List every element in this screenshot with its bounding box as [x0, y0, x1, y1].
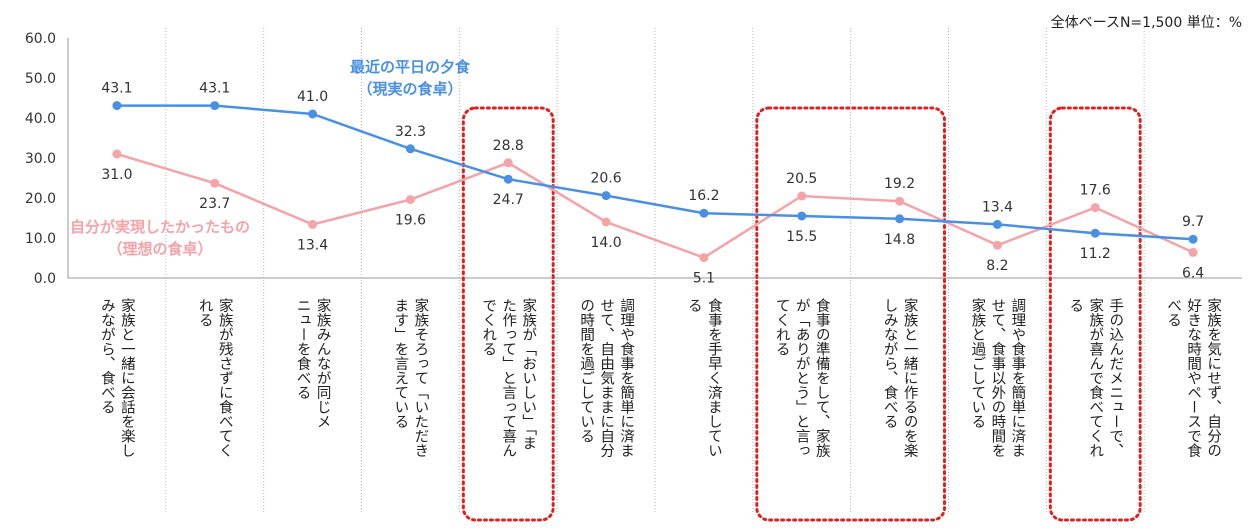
series-name-actual: （現実の食卓） — [357, 80, 462, 98]
data-label: 23.7 — [199, 196, 230, 212]
data-point-ideal — [895, 196, 905, 206]
y-tick-label: 40.0 — [25, 111, 56, 127]
data-point-actual — [895, 214, 905, 224]
data-point-actual — [405, 144, 415, 154]
data-label: 13.4 — [297, 237, 328, 253]
x-tick-label: 家族そろって「いただき — [412, 298, 428, 458]
data-point-actual — [1090, 228, 1100, 238]
data-point-actual — [1188, 234, 1198, 244]
x-tick-label: が「ありがとう」と言っ — [794, 298, 810, 458]
y-tick-label: 50.0 — [25, 71, 56, 87]
data-label: 14.0 — [590, 235, 621, 251]
data-point-ideal — [992, 240, 1002, 250]
series-line-actual — [116, 104, 1194, 241]
data-label: 31.0 — [101, 167, 132, 183]
data-label: 28.8 — [493, 138, 524, 154]
data-point-actual — [699, 208, 709, 218]
data-point-ideal — [699, 253, 709, 263]
x-tick-label: 手の込んだメニューで、 — [1107, 298, 1123, 458]
x-tick-label: る — [1067, 298, 1083, 313]
series-line-ideal — [116, 152, 1194, 259]
x-tick-label: 家族と一緒に作るのを楽 — [902, 298, 918, 458]
x-tick-label: みながら、食べる — [99, 298, 115, 414]
data-label: 6.4 — [1182, 265, 1204, 281]
data-label: 19.6 — [395, 213, 426, 229]
data-label: 17.6 — [1080, 183, 1111, 199]
x-tick-label: 家族みんなが同じメ — [315, 298, 331, 429]
data-point-ideal — [503, 158, 513, 168]
y-tick-label: 30.0 — [25, 151, 56, 167]
x-tick-label: 家族と一緒に会話を楽し — [119, 298, 135, 458]
series-name-ideal: 自分が実現したかったもの — [70, 218, 250, 236]
data-label: 41.0 — [297, 89, 328, 105]
highlight-box — [1048, 106, 1142, 522]
x-tick-label: 好きな時間やペースで食 — [1185, 298, 1201, 458]
y-tick-label: 10.0 — [25, 231, 56, 247]
x-tick-label: せて、自由気ままに自分 — [598, 298, 614, 459]
data-label: 8.2 — [986, 258, 1008, 274]
data-label: 16.2 — [688, 188, 719, 204]
data-point-ideal — [1090, 203, 1100, 213]
data-label: 11.2 — [1080, 246, 1111, 262]
data-label: 32.3 — [395, 124, 426, 140]
data-point-ideal — [601, 217, 611, 227]
data-point-ideal — [1188, 247, 1198, 257]
y-tick-label: 0.0 — [34, 271, 56, 287]
x-tick-label: 家族と過ごしている — [969, 298, 985, 429]
data-point-actual — [112, 101, 122, 111]
x-tick-label: てくれる — [774, 298, 790, 356]
data-label: 14.8 — [884, 232, 915, 248]
x-tick-label: 家族が喜んで食べてくれ — [1087, 298, 1103, 458]
data-point-actual — [797, 211, 807, 221]
series-name-actual: 最近の平日の夕食 — [350, 58, 471, 76]
data-label: 13.4 — [982, 199, 1013, 215]
data-label: 15.5 — [786, 229, 817, 245]
x-tick-label: る — [686, 298, 702, 313]
x-tick-label: の時間を過ごしている — [578, 298, 594, 443]
data-point-actual — [601, 191, 611, 201]
y-tick-label: 20.0 — [25, 191, 56, 207]
data-label: 9.7 — [1182, 214, 1204, 230]
x-tick-label: 家族が残さずに食べてく — [217, 298, 233, 458]
data-point-ideal — [308, 219, 318, 229]
y-tick-label: 60.0 — [25, 31, 56, 47]
data-label: 43.1 — [199, 81, 230, 97]
x-tick-label: べる — [1165, 298, 1181, 327]
data-label: 24.7 — [493, 192, 524, 208]
data-point-ideal — [112, 149, 122, 159]
x-tick-label: 調理や食事を簡単に済ま — [1009, 298, 1025, 458]
data-point-actual — [992, 219, 1002, 229]
data-label: 43.1 — [101, 81, 132, 97]
highlight-box — [755, 106, 946, 522]
x-tick-label: ます」を言えている — [392, 298, 408, 429]
data-label: 5.1 — [693, 271, 715, 287]
x-tick-label: 家族を気にせず、自分の — [1205, 298, 1221, 458]
x-tick-label: でくれる — [480, 298, 496, 356]
data-label: 19.2 — [884, 176, 915, 192]
x-tick-label: れる — [197, 298, 213, 328]
chart-note: 全体ベースN=1,500 単位：% — [1050, 15, 1242, 31]
x-tick-label: 食事の準備をして、家族 — [814, 298, 830, 459]
data-label: 20.5 — [786, 171, 817, 187]
data-point-actual — [308, 109, 318, 119]
data-point-actual — [503, 174, 513, 184]
data-point-ideal — [405, 195, 415, 205]
x-tick-label: ニューを食べる — [295, 298, 311, 400]
data-point-ideal — [210, 178, 220, 188]
x-tick-label: せて、食事以外の時間を — [989, 298, 1005, 458]
x-tick-label: た作って」と言って喜ん — [500, 298, 516, 458]
data-label: 20.6 — [590, 171, 621, 187]
series-name-ideal: （理想の食卓） — [107, 240, 212, 258]
x-tick-label: しみながら、食べる — [882, 298, 898, 429]
x-tick-label: 家族が「おいしい」「ま — [520, 298, 536, 451]
x-tick-label: 調理や食事を簡単に済ま — [618, 298, 634, 458]
data-point-ideal — [797, 191, 807, 201]
x-tick-label: 食事を手早く済ましてい — [706, 298, 722, 458]
data-point-actual — [210, 101, 220, 111]
highlight-box — [461, 106, 555, 522]
